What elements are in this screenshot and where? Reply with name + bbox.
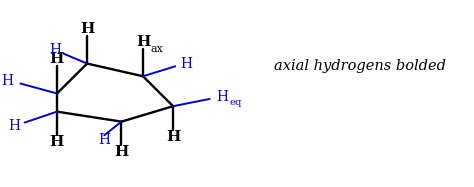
- Text: ax: ax: [151, 44, 164, 54]
- Text: H: H: [49, 43, 61, 57]
- Text: H: H: [114, 145, 128, 160]
- Text: H: H: [136, 35, 150, 49]
- Text: H: H: [8, 119, 20, 133]
- Text: H: H: [166, 130, 180, 144]
- Text: axial hydrogens bolded: axial hydrogens bolded: [274, 59, 446, 73]
- Text: H: H: [217, 90, 228, 104]
- Text: H: H: [98, 133, 110, 147]
- Text: H: H: [180, 56, 192, 70]
- Text: H: H: [1, 74, 14, 88]
- Text: H: H: [50, 136, 64, 149]
- Text: H: H: [80, 22, 94, 36]
- Text: H: H: [50, 52, 64, 66]
- Text: eq: eq: [229, 98, 242, 108]
